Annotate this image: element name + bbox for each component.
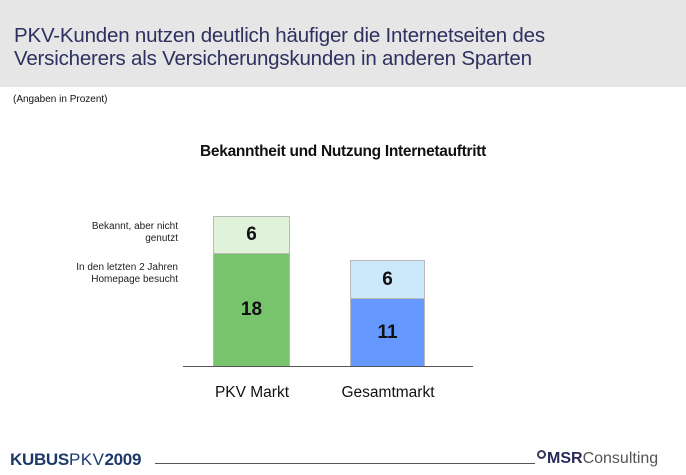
logo-text: Consulting — [582, 450, 659, 467]
legend-text: genutzt — [145, 233, 178, 244]
chart-title: Bekanntheit und Nutzung Internetauftritt — [200, 143, 486, 160]
bar-pkv-known: 6 — [213, 216, 290, 254]
bar-gesamt-known: 6 — [350, 260, 425, 299]
bar-value: 11 — [377, 321, 398, 343]
legend-text: Bekannt, aber nicht — [91, 221, 178, 232]
logo-text: PKV — [68, 450, 105, 469]
logo-text: KUBUS — [10, 450, 69, 469]
page-title-line2: Versicherers als Versicherungskunden in … — [14, 47, 532, 70]
x-axis — [183, 366, 473, 367]
bar-pkv-visited: 18 — [213, 253, 290, 367]
bar-gesamt-visited: 11 — [350, 298, 425, 367]
page-title-line1: PKV-Kunden nutzen deutlich häufiger die … — [14, 24, 545, 47]
category-label-gesamt: Gesamtmarkt — [341, 384, 435, 401]
header-banner: PKV-Kunden nutzen deutlich häufiger die … — [0, 0, 686, 87]
category-label-pkv: PKV Markt — [214, 384, 290, 401]
page-title: PKV-Kunden nutzen deutlich häufiger die … — [14, 24, 545, 70]
legend-text: Homepage besucht — [91, 274, 178, 285]
footer-divider — [155, 463, 535, 464]
bar-value: 18 — [240, 299, 263, 320]
logo-text: MSR — [547, 450, 583, 467]
legend-text: In den letzten 2 Jahren — [76, 262, 178, 273]
logo-text: 2009 — [104, 450, 142, 469]
msr-dot-icon — [537, 450, 546, 459]
legend-known-not-used: Bekannt, aber nicht genutzt — [92, 221, 178, 245]
kubus-logo: KUBUSPKV2009 — [10, 450, 141, 470]
bar-value: 6 — [246, 224, 257, 245]
bar-value: 6 — [382, 268, 393, 290]
legend-homepage-visited: In den letzten 2 Jahren Homepage besucht — [76, 262, 178, 286]
msr-logo: MSRConsulting — [537, 450, 658, 468]
unit-note: (Angaben in Prozent) — [13, 94, 108, 105]
